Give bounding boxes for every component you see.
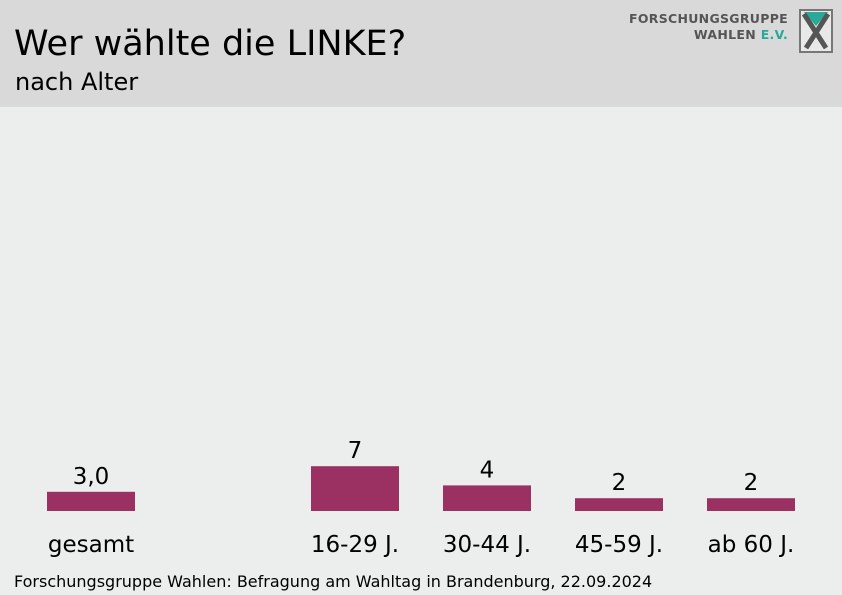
bar-1 xyxy=(311,466,399,511)
logo-line-1: FORSCHUNGSGRUPPE xyxy=(629,11,788,26)
x-ballot-icon xyxy=(799,9,833,53)
value-label-4: 2 xyxy=(744,470,759,496)
logo-line-2: WAHLEN E.V. xyxy=(629,27,788,43)
category-label-1: 16-29 J. xyxy=(311,532,399,558)
bar-0 xyxy=(47,491,135,511)
chart-subtitle: nach Alter xyxy=(15,68,139,96)
category-label-4: ab 60 J. xyxy=(708,532,795,558)
source-note: Forschungsgruppe Wahlen: Befragung am Wa… xyxy=(14,572,653,591)
category-label-0: gesamt xyxy=(48,532,134,558)
value-label-1: 7 xyxy=(348,438,363,464)
value-label-3: 2 xyxy=(612,470,627,496)
value-label-0: 3,0 xyxy=(73,464,110,490)
logo-text: FORSCHUNGSGRUPPE WAHLEN E.V. xyxy=(629,11,788,43)
bar-3 xyxy=(575,498,663,511)
chart-title: Wer wählte die LINKE? xyxy=(14,24,407,64)
header-band: Wer wählte die LINKE? nach Alter FORSCHU… xyxy=(0,0,842,107)
value-label-2: 4 xyxy=(480,457,495,483)
bar-4 xyxy=(707,498,795,511)
logo-line-2-accent: E.V. xyxy=(760,27,788,42)
bar-chart: 3,0 gesamt 7 16-29 J. 4 30-44 J. 2 45-59 J. 2 ab … xyxy=(47,438,795,558)
category-label-2: 30-44 J. xyxy=(443,532,531,558)
category-label-3: 45-59 J. xyxy=(575,532,663,558)
logo-line-2-main: WAHLEN xyxy=(693,27,757,42)
bar-2 xyxy=(443,485,531,511)
